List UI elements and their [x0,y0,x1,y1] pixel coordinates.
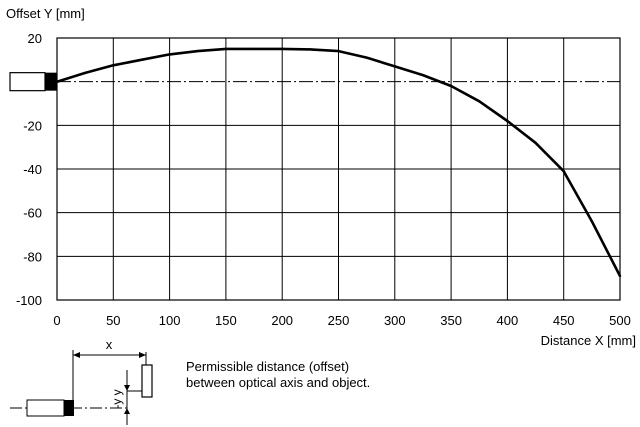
data-point [281,47,284,51]
data-point [83,71,87,75]
y-tick-label: -60 [23,206,42,221]
data-point [562,169,565,173]
diagram-x-label: x [106,337,113,352]
x-tick-label: 350 [440,313,462,328]
diagram-arrow-up-icon [124,408,130,414]
y-tick-label: 20 [28,31,42,46]
offset-diagram: x -y y [10,337,153,425]
x-tick-label: 250 [328,313,350,328]
data-point [112,64,115,67]
x-tick-label: 150 [215,313,237,328]
y-tick-label: -20 [23,118,42,133]
data-point [506,119,509,123]
x-tick-label: 100 [159,313,181,328]
note-line-1: Permissible distance (offset) [186,359,350,374]
data-point [618,274,622,278]
data-point [309,48,312,51]
data-point [252,47,256,51]
x-tick-label: 200 [271,313,293,328]
sensor-body-icon [9,72,46,92]
data-point [140,58,143,62]
note-line-2: between optical axis and object. [186,375,371,390]
x-tick-label: 500 [609,313,631,328]
diagram-sensor-lens-icon [64,400,74,416]
data-point [478,100,481,103]
data-point [590,220,594,223]
sensor-lens-icon [45,72,57,91]
x-tick-label: 50 [106,313,120,328]
x-tick-label: 0 [53,313,60,328]
diagram-object-icon [141,364,153,398]
data-point [55,80,59,83]
x-axis-label: Distance X [mm] [540,333,636,348]
diagram-arrow-left-icon [73,352,80,358]
x-tick-label: 300 [384,313,406,328]
data-point [534,141,537,144]
y-tick-label: -100 [16,293,42,308]
x-tick-label: 450 [553,313,575,328]
y-tick-label: -40 [23,162,42,177]
data-point [196,49,199,53]
diagram-sensor-body-icon [26,399,65,417]
data-point [365,56,368,59]
data-point [449,84,453,88]
data-point [224,47,228,51]
data-point [393,65,396,68]
data-point [337,49,340,53]
offset-note: Permissible distance (offset) between op… [186,359,370,391]
data-point [168,53,171,56]
diagram-arrow-right-icon [139,352,146,358]
diagram-arrow-down-icon [124,385,130,391]
y-axis-label: Offset Y [mm] [6,6,85,21]
data-point [421,73,425,77]
diagram-y-label: -y y [110,389,124,408]
x-tick-label: 400 [497,313,519,328]
y-tick-label: -80 [23,249,42,264]
